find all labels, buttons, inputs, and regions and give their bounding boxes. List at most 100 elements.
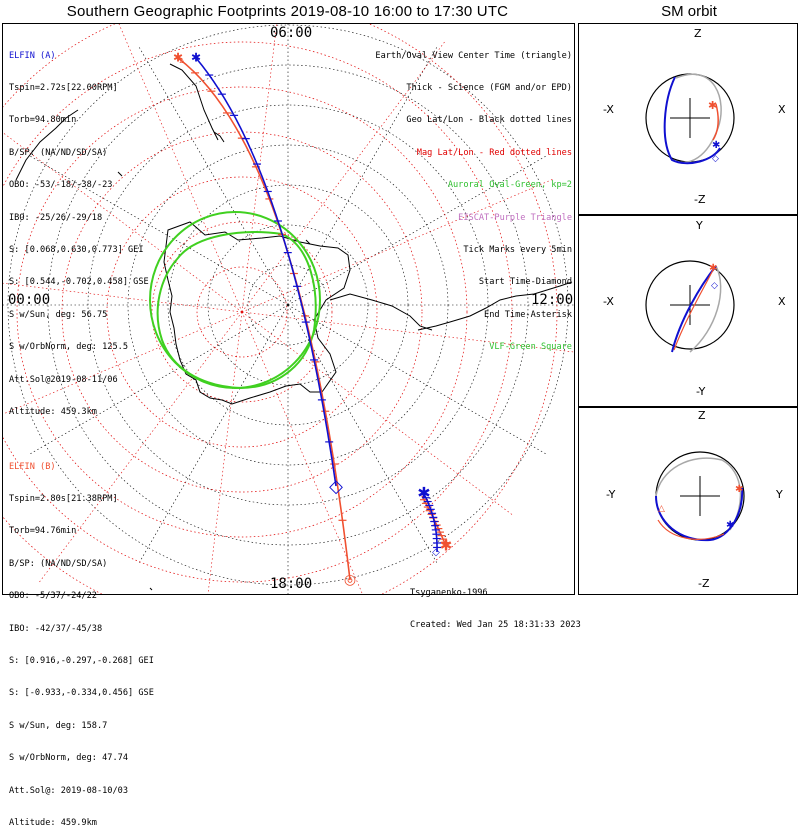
orbit-panels: ✱ ✱ ◇ ✱ ◇ △ ✱ ✱ — [645, 73, 745, 542]
mag-lat-circle — [106, 176, 378, 448]
auroral-oval — [149, 211, 321, 390]
sat-a-end-asterisk: ✱ — [417, 484, 430, 503]
polar-footprint-map: ◎ ✱ ✱ ◇ ✱ ◇ ✱ ▵ — [3, 24, 574, 594]
sat-b-orbit — [712, 103, 719, 141]
mag-lat-circle — [61, 131, 423, 493]
sat-a-info: ELFIN (A) Tspin=2.72s[22.00RPM] Torb=94.… — [9, 29, 149, 428]
orbit-panel-xz-frame — [578, 23, 798, 215]
view-center-triangle: ▵ — [179, 55, 184, 66]
orbit-axis-top: Y — [696, 219, 703, 232]
sat-a-footprint: ◇ ✱ ◇ ✱ ▵ — [179, 51, 442, 558]
orbit-axis-right: Y — [776, 488, 783, 501]
south-america-outline — [417, 281, 573, 331]
sat-b-name: ELFIN (B) — [9, 461, 56, 472]
sat-a-name: ELFIN (A) — [9, 50, 56, 61]
mag-lon-line — [3, 311, 243, 415]
orbit-grey — [689, 265, 722, 353]
auroral-oval-inner — [156, 231, 317, 390]
sat-a-track-end: ✱ — [191, 51, 201, 65]
sat-a-line: Torb=94.80min — [9, 115, 77, 126]
mag-lat-circle — [196, 266, 288, 358]
legend-item: Earth/Oval View Center Time (triangle) — [375, 50, 572, 61]
mag-latlon-grid — [3, 24, 574, 594]
orbit-axis-right: X — [778, 295, 786, 308]
africa-outline — [15, 109, 79, 181]
sat-b-start-marker: ◎ — [344, 572, 356, 588]
antarctic-peninsula-outline — [329, 293, 433, 331]
sat-a-start-marker: ◇ — [712, 154, 719, 164]
legend-item: Start Time-Diamond — [478, 277, 572, 288]
sat-b-line: IBO: -42/37/-45/38 — [9, 623, 103, 634]
mag-lon-line — [3, 132, 243, 313]
australia-outline — [169, 63, 219, 141]
earth-circle — [645, 260, 735, 350]
orbit-panel-title: SM orbit — [661, 3, 717, 20]
mlt-label-bottom: 18:00 — [270, 576, 313, 592]
orbit-panel-xz: ✱ ✱ ◇ — [645, 73, 735, 165]
sat-b-line: S w/OrbNorm, deg: 47.74 — [9, 753, 128, 764]
orbit-axis-top: Z — [698, 409, 706, 422]
legend-item: Geo Lat/Lon - Black dotted lines — [406, 115, 572, 126]
sat-b-line: S w/Sun, deg: 158.7 — [9, 720, 108, 731]
orbit-axis-bottom: -Z — [698, 577, 710, 590]
legend-item: VLF-Green Square — [489, 342, 572, 353]
sat-a-start-diamond: ◇ — [329, 476, 343, 497]
orbit-axis-top: Z — [694, 27, 702, 40]
mag-lon-line — [118, 24, 243, 313]
orbit-panel-yz-frame — [578, 407, 798, 595]
sat-a-line: B/SP: (NA/ND/SD/SA) — [9, 147, 108, 158]
sat-b-line: S: [0.916,-0.297,-0.268] GEI — [9, 655, 154, 666]
legend-item: EISCAT-Purple Triangle — [458, 212, 572, 223]
sat-a-line: S w/Sun, deg: 56.75 — [9, 309, 108, 320]
sat-a-end-diamond: ◇ — [432, 547, 440, 558]
sat-a-end-marker: ✱ — [726, 520, 734, 531]
sat-b-line: Tspin=2.80s[21.38RPM] — [9, 493, 118, 504]
sat-a-line: S: [0.068,0.630,0.773] GEI — [9, 244, 144, 255]
mlt-label-right: 12:00 — [531, 292, 574, 308]
mag-lon-line — [241, 311, 363, 594]
sat-b-orbit — [657, 519, 725, 540]
sat-b-line: Altitude: 459.9km — [9, 817, 97, 828]
sat-b-line: S: [-0.933,-0.334,0.456] GSE — [9, 688, 154, 699]
new-zealand-outline — [213, 131, 225, 143]
sat-b-end-marker: ✱ — [735, 484, 743, 495]
sat-b-line: OBO: -5/37/-24/22 — [9, 591, 97, 602]
sat-b-start-marker: △ — [658, 504, 665, 514]
legend-item: Mag Lat/Lon - Red dotted lines — [416, 147, 572, 158]
mlt-label-top: 06:00 — [270, 25, 313, 41]
mag-lon-line — [37, 311, 243, 585]
orbit-axis-left: -X — [603, 103, 614, 116]
orbit-axis-left: -X — [603, 295, 614, 308]
legend-item: Auroral Oval-Green, kp=2 — [447, 180, 572, 191]
sat-b-end-marker: ✱ — [708, 99, 717, 112]
legend: Earth/Oval View Center Time (triangle) T… — [375, 29, 572, 364]
orbit-panel-xy-frame — [578, 215, 798, 407]
orbit-axis-right: X — [778, 103, 786, 116]
orbit-panel-xy: ✱ ◇ — [645, 260, 735, 353]
footprint-map-frame — [2, 23, 575, 595]
orbit-grey — [655, 457, 742, 531]
orbit-axis-bottom: -Z — [694, 193, 706, 206]
sat-a-line: S w/OrbNorm, deg: 125.5 — [9, 342, 128, 353]
mag-lat-circle — [16, 86, 468, 538]
sat-b-line: B/SP: (NA/ND/SD/SA) — [9, 558, 108, 569]
sat-a-line: Tspin=2.72s[22.00RPM] — [9, 82, 118, 93]
mag-lon-line — [241, 24, 278, 313]
mag-lat-circle — [3, 24, 558, 594]
sat-b-track-end: ✱ — [173, 51, 183, 65]
model-label: Tsyganenko-1996 — [410, 587, 488, 598]
sat-a-end-marker: ✱ — [712, 140, 720, 151]
mag-lon-line — [241, 311, 515, 517]
sat-a-line: Altitude: 459.3km — [9, 406, 97, 417]
legend-item: End Time-Asterisk — [484, 309, 572, 320]
orbit-axis-bottom: -Y — [696, 385, 706, 398]
sat-a-orbit — [655, 487, 744, 542]
sat-a-line: Att.Sol@2019-08-11/06 — [9, 374, 118, 385]
sat-b-line: Torb=94.76min — [9, 526, 77, 537]
sat-a-line: IBO: -25/26/-29/18 — [9, 212, 103, 223]
mlt-label-left: 00:00 — [8, 292, 51, 308]
geo-latlon-grid — [3, 24, 574, 594]
page-title: Southern Geographic Footprints 2019-08-1… — [66, 3, 509, 20]
mag-lat-circle — [151, 221, 333, 403]
mag-lon-line — [241, 311, 574, 353]
